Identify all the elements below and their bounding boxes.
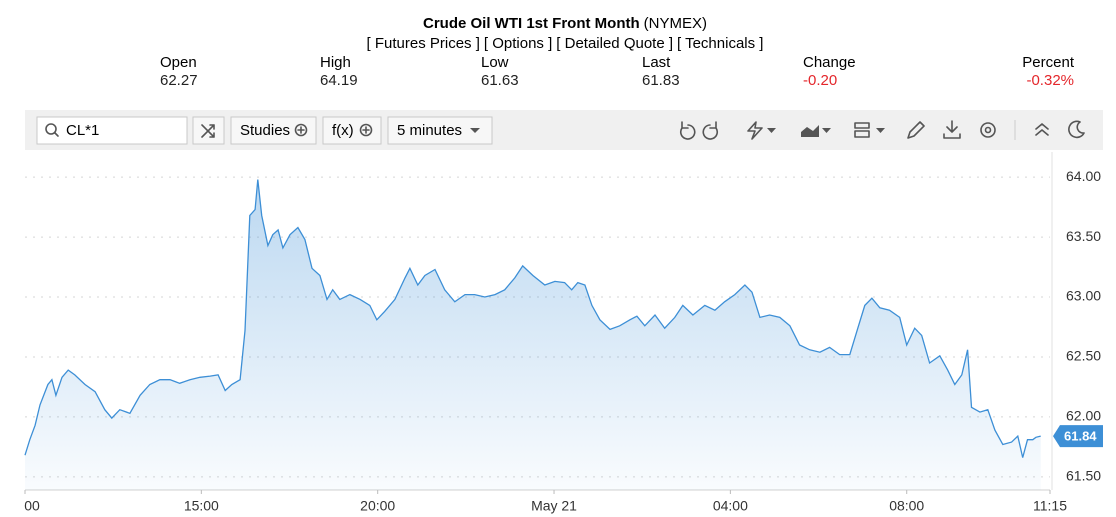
theme-button[interactable]	[1068, 120, 1085, 139]
last-price-label: 61.84	[1064, 429, 1097, 444]
collapse-button[interactable]	[1035, 123, 1049, 136]
caret	[470, 128, 480, 133]
pencil-button[interactable]	[907, 121, 925, 139]
settings-button[interactable]	[980, 122, 996, 138]
quote-label: Open	[160, 54, 197, 71]
quote-label: Low	[481, 54, 509, 71]
quote-value: 61.83	[642, 72, 680, 89]
x-tick-label: 11:15	[1033, 498, 1067, 514]
link[interactable]: [ Futures Prices ]	[367, 35, 480, 52]
y-tick-label: 62.00	[1066, 408, 1101, 424]
area	[25, 179, 1041, 490]
quote-value: 61.63	[481, 72, 519, 89]
x-tick-label: May 21	[531, 498, 577, 514]
quote-value: -0.20	[803, 72, 837, 89]
title-line: Crude Oil WTI 1st Front Month (NYMEX)	[423, 15, 707, 32]
plus-icon	[294, 123, 308, 137]
compare-icon	[201, 124, 215, 138]
link[interactable]: [ Detailed Quote ]	[556, 35, 673, 52]
redo-button[interactable]	[702, 121, 719, 140]
quote-label: Change	[803, 54, 856, 71]
caret	[822, 128, 831, 133]
quote-label: High	[320, 54, 351, 71]
price-line	[24, 179, 1041, 458]
x-tick-label: 15:00	[184, 498, 219, 514]
y-tick-label: 63.00	[1066, 288, 1101, 304]
plus-icon	[297, 126, 305, 134]
draw-button[interactable]	[747, 121, 763, 140]
quote-value: 64.19	[320, 72, 358, 89]
caret	[767, 128, 776, 133]
plus-icon	[359, 123, 373, 137]
x-tick-label: 20:00	[360, 498, 395, 514]
y-tick-label: 62.50	[1066, 348, 1101, 364]
symbol: CL*1	[66, 122, 99, 139]
link[interactable]: [ Technicals ]	[677, 35, 763, 52]
chart-type-button[interactable]	[801, 125, 819, 137]
studies-label: Studies	[240, 122, 290, 139]
y-tick-label: 64.00	[1066, 168, 1101, 184]
search-icon	[54, 132, 59, 137]
x-tick-label: 08:00	[889, 498, 924, 514]
quote-value: -0.32%	[1026, 72, 1074, 89]
fx-label: f(x)	[332, 122, 354, 139]
last-price-badge	[1053, 425, 1103, 448]
undo-button[interactable]	[679, 121, 696, 140]
x-tick-label: 04:00	[713, 498, 748, 514]
exchange: (NYMEX)	[644, 15, 707, 32]
quote-label: Last	[642, 54, 671, 71]
chart: 61.50 62.00 62.50 63.00 63.50 64.00 00 15:00 20:…	[24, 152, 1103, 514]
quote-label: Percent	[1022, 54, 1075, 71]
y-tick-label: 61.50	[1066, 468, 1101, 484]
links: [ Futures Prices ][ Options ][ Detailed …	[367, 35, 764, 52]
toolbar: CL*1 Studies f(x) 5 minutes	[25, 110, 1103, 150]
quote-value: 62.27	[160, 72, 198, 89]
interval-label: 5 minutes	[397, 122, 462, 139]
y-tick-label: 63.50	[1066, 228, 1101, 244]
link[interactable]: [ Options ]	[484, 35, 552, 52]
x-tick-label: 00	[24, 498, 40, 514]
settings-icon	[984, 126, 992, 134]
caret	[876, 128, 885, 133]
download-button[interactable]	[943, 120, 961, 139]
links-line: [ Futures Prices ][ Options ][ Detailed …	[367, 35, 764, 52]
plus-icon	[362, 126, 370, 134]
search-icon	[45, 123, 57, 135]
search-box[interactable]	[36, 116, 188, 145]
title: Crude Oil WTI 1st Front Month	[423, 15, 640, 32]
layout-button[interactable]	[854, 122, 870, 138]
